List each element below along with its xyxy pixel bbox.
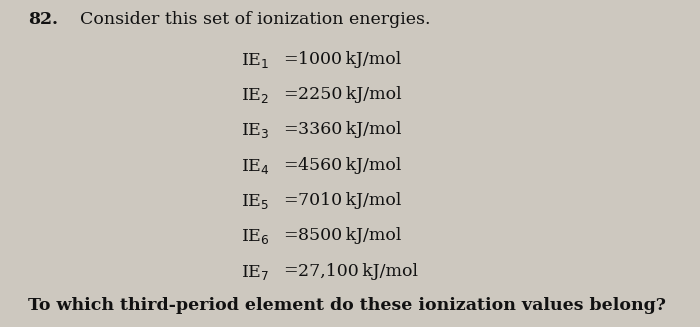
Text: =: = xyxy=(284,227,298,244)
Text: 8500 kJ/mol: 8500 kJ/mol xyxy=(298,227,401,244)
Text: =: = xyxy=(284,192,298,209)
Text: 7010 kJ/mol: 7010 kJ/mol xyxy=(298,192,401,209)
Text: =: = xyxy=(284,263,298,280)
Text: Consider this set of ionization energies.: Consider this set of ionization energies… xyxy=(80,11,431,28)
Text: =: = xyxy=(284,157,298,174)
Text: =: = xyxy=(284,51,298,68)
Text: 1000 kJ/mol: 1000 kJ/mol xyxy=(298,51,400,68)
Text: 27,100 kJ/mol: 27,100 kJ/mol xyxy=(298,263,417,280)
Text: IE$_6$: IE$_6$ xyxy=(241,227,270,246)
Text: 4560 kJ/mol: 4560 kJ/mol xyxy=(298,157,401,174)
Text: 82.: 82. xyxy=(28,11,58,28)
Text: =: = xyxy=(284,86,298,103)
Text: To which third-period element do these ionization values belong?: To which third-period element do these i… xyxy=(28,297,666,314)
Text: IE$_5$: IE$_5$ xyxy=(241,192,270,211)
Text: =: = xyxy=(284,121,298,138)
Text: IE$_3$: IE$_3$ xyxy=(241,121,270,140)
Text: IE$_2$: IE$_2$ xyxy=(241,86,270,105)
Text: IE$_4$: IE$_4$ xyxy=(241,157,270,176)
Text: IE$_1$: IE$_1$ xyxy=(241,51,270,70)
Text: 2250 kJ/mol: 2250 kJ/mol xyxy=(298,86,401,103)
Text: IE$_7$: IE$_7$ xyxy=(241,263,270,282)
Text: 3360 kJ/mol: 3360 kJ/mol xyxy=(298,121,401,138)
